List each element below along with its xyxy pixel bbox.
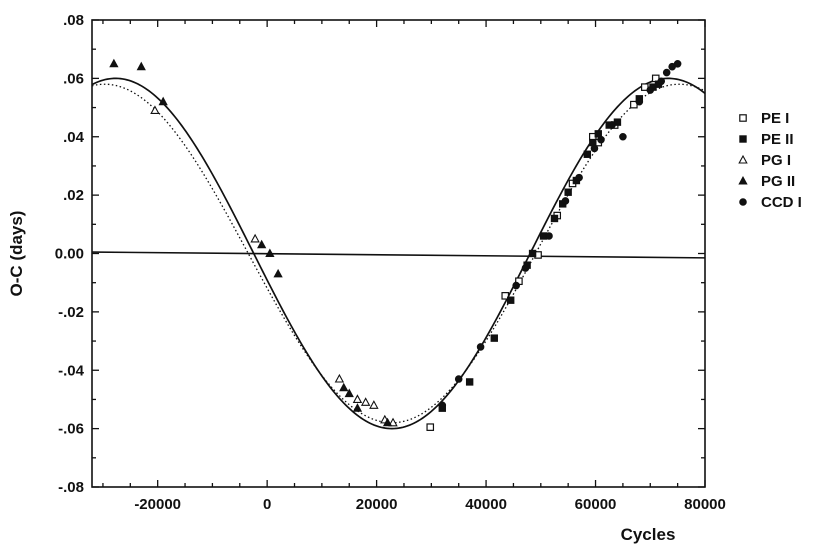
data-point xyxy=(438,401,447,410)
zero-line xyxy=(91,251,706,259)
legend-label: PG II xyxy=(761,173,795,190)
data-point xyxy=(583,150,592,158)
x-axis-title: Cycles xyxy=(621,525,676,544)
data-point xyxy=(521,264,530,272)
data-point xyxy=(352,394,363,403)
x-tick-label: 80000 xyxy=(684,496,726,513)
legend-item: PE II xyxy=(739,131,794,148)
data-point xyxy=(273,268,283,278)
data-point xyxy=(575,173,583,182)
legend-item: CCD I xyxy=(739,194,802,211)
fit-curve-solid xyxy=(92,77,705,430)
y-tick-label: -.06 xyxy=(58,421,84,438)
data-point xyxy=(109,58,119,68)
y-tick-label: -.08 xyxy=(58,479,84,496)
data-point xyxy=(561,197,570,205)
series-ccd-i xyxy=(438,59,682,410)
legend-label: PE I xyxy=(761,110,789,127)
data-point xyxy=(635,97,644,106)
y-tick-label: .04 xyxy=(63,129,85,146)
data-point xyxy=(646,86,655,94)
y-tick-label: .02 xyxy=(63,187,84,204)
data-point xyxy=(507,296,515,304)
data-point xyxy=(528,249,537,258)
legend-marker xyxy=(739,135,747,143)
data-point xyxy=(501,292,510,300)
data-point xyxy=(657,77,666,86)
data-point xyxy=(382,417,393,427)
legend-marker xyxy=(739,114,747,122)
data-point xyxy=(265,248,275,257)
plot-area xyxy=(91,58,706,431)
data-point xyxy=(512,281,520,290)
series-pg-ii xyxy=(109,58,393,427)
data-point xyxy=(490,334,498,342)
legend-item: PG I xyxy=(738,152,791,169)
data-point xyxy=(465,378,474,386)
y-tick-label: .06 xyxy=(63,70,84,87)
x-tick-label: 60000 xyxy=(575,496,617,513)
legend-marker xyxy=(738,175,748,185)
data-point xyxy=(476,343,485,351)
y-tick-label: 0.00 xyxy=(55,246,84,263)
legend-item: PE I xyxy=(739,110,789,127)
legend-item: PG II xyxy=(738,173,795,190)
x-tick-label: 0 xyxy=(263,496,271,513)
data-point xyxy=(388,417,398,427)
data-point xyxy=(344,388,354,398)
data-point xyxy=(597,135,605,144)
data-point xyxy=(564,188,572,196)
data-point xyxy=(352,403,363,412)
data-point xyxy=(550,214,559,223)
axes: -20000 0 20000 40000 60000 80000 .08 .06 .04 .02 0… xyxy=(7,12,726,544)
legend-label: PG I xyxy=(761,152,791,169)
legend: PE I PE II PG I PG II CCD I xyxy=(738,110,802,211)
data-point xyxy=(454,375,463,383)
y-tick-label: -.04 xyxy=(58,362,85,379)
data-point xyxy=(545,232,553,240)
x-tick-label: 40000 xyxy=(465,496,507,513)
data-point xyxy=(360,397,371,406)
legend-label: CCD I xyxy=(761,194,802,211)
data-point xyxy=(619,132,627,141)
data-point xyxy=(250,233,260,243)
data-point xyxy=(673,59,682,68)
data-point xyxy=(158,96,168,106)
y-tick-label: .08 xyxy=(63,12,84,29)
data-point xyxy=(257,239,267,249)
y-tick-label: -.02 xyxy=(58,304,84,321)
x-tick-label: -20000 xyxy=(134,496,181,513)
data-point xyxy=(150,105,160,115)
data-point xyxy=(590,144,599,153)
series-pg-i xyxy=(150,105,398,427)
data-point xyxy=(339,382,349,392)
data-point xyxy=(662,68,671,77)
legend-label: PE II xyxy=(761,131,794,148)
data-point xyxy=(608,121,616,129)
data-point xyxy=(369,400,379,409)
data-point xyxy=(136,61,146,71)
legend-marker xyxy=(739,198,747,206)
legend-marker xyxy=(738,154,748,164)
y-axis-title: O-C (days) xyxy=(7,211,26,297)
data-point xyxy=(594,130,602,138)
data-point xyxy=(426,423,435,431)
data-point xyxy=(334,373,345,383)
x-tick-label: 20000 xyxy=(356,496,398,513)
